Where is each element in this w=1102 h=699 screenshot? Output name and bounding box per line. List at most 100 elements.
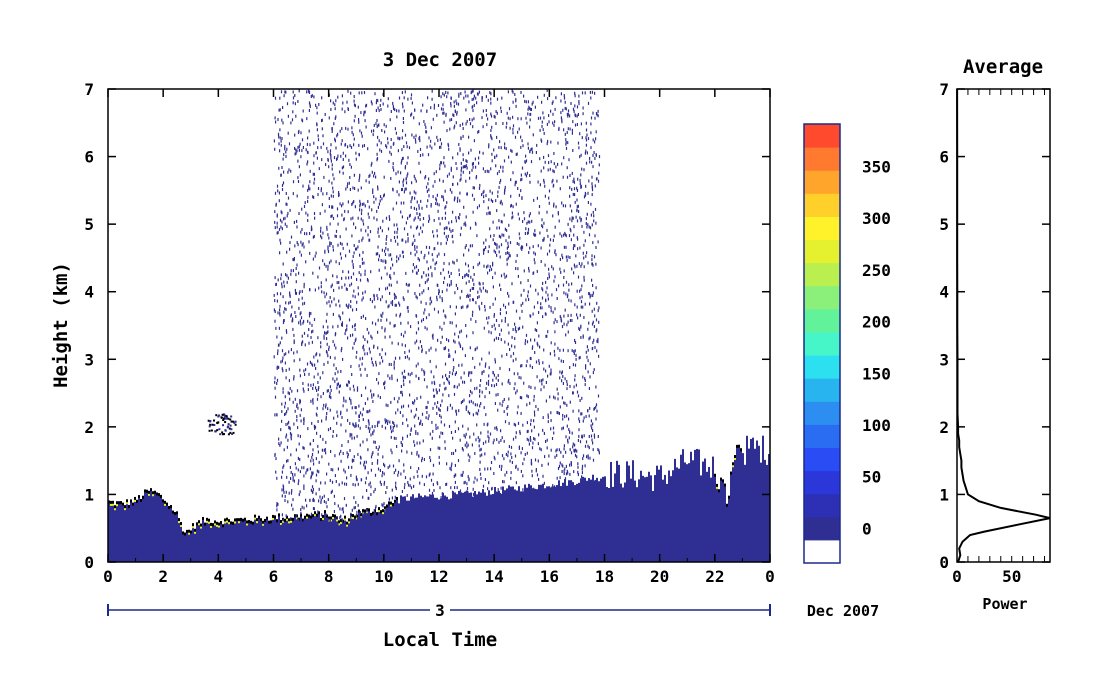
noise-speckle (375, 252, 377, 256)
noise-speckle (328, 165, 330, 169)
noise-speckle (450, 531, 452, 535)
boundary-layer-column (658, 469, 660, 562)
noise-speckle (530, 338, 532, 342)
noise-speckle (365, 386, 367, 390)
noise-speckle (466, 519, 468, 522)
noise-speckle (299, 458, 301, 461)
noise-speckle (538, 311, 540, 314)
noise-speckle (588, 321, 590, 325)
boundary-layer-edge (150, 488, 152, 492)
noise-speckle (468, 371, 470, 375)
boundary-layer-column (486, 495, 488, 562)
noise-speckle (443, 513, 445, 517)
noise-speckle (562, 426, 564, 430)
noise-speckle (362, 222, 365, 226)
noise-speckle (508, 302, 510, 306)
noise-speckle (404, 187, 406, 191)
noise-speckle (323, 494, 325, 498)
noise-speckle (465, 94, 467, 98)
noise-speckle (515, 481, 517, 485)
noise-speckle (533, 271, 535, 275)
boundary-layer-edge (380, 510, 382, 514)
noise-speckle (575, 215, 577, 219)
noise-speckle (515, 99, 517, 103)
noise-speckle (338, 314, 340, 318)
noise-speckle (382, 527, 385, 531)
noise-speckle (561, 463, 563, 467)
boundary-layer-column (650, 475, 652, 562)
noise-speckle (586, 225, 588, 229)
noise-speckle (476, 423, 478, 427)
noise-speckle (289, 241, 291, 245)
noise-speckle (433, 218, 435, 222)
noise-speckle (577, 113, 579, 116)
noise-speckle (395, 411, 397, 415)
noise-speckle (553, 204, 555, 208)
noise-speckle (546, 210, 548, 214)
boundary-layer-column (164, 501, 166, 562)
date-month-label: Dec 2007 (807, 602, 879, 620)
noise-speckle (455, 283, 457, 287)
noise-speckle (577, 462, 579, 466)
noise-speckle (367, 212, 369, 216)
boundary-layer-column (130, 500, 132, 562)
boundary-layer-column (386, 505, 388, 562)
noise-speckle (374, 171, 376, 175)
noise-speckle (525, 364, 527, 368)
boundary-layer-edge (164, 500, 166, 504)
noise-speckle (445, 483, 447, 486)
noise-speckle (534, 252, 536, 256)
noise-speckle (281, 494, 283, 498)
noise-speckle (543, 238, 545, 242)
noise-speckle (327, 518, 329, 522)
noise-speckle (376, 157, 379, 160)
noise-speckle (421, 456, 423, 460)
noise-speckle (296, 389, 299, 393)
noise-speckle (595, 246, 597, 249)
noise-speckle (438, 292, 440, 296)
noise-speckle (574, 200, 576, 204)
noise-speckle (304, 520, 306, 524)
noise-speckle (415, 179, 417, 183)
noise-speckle (458, 505, 460, 509)
noise-speckle (494, 327, 496, 331)
noise-speckle (395, 437, 397, 440)
boundary-layer-edge (722, 479, 724, 483)
noise-speckle (421, 368, 423, 372)
noise-speckle (517, 467, 519, 471)
boundary-layer-edge-highlight (322, 517, 324, 520)
noise-speckle (348, 276, 350, 280)
noise-speckle (386, 486, 388, 489)
noise-speckle (397, 242, 399, 246)
noise-speckle (463, 371, 465, 375)
noise-speckle (377, 459, 379, 463)
noise-speckle (540, 507, 542, 511)
noise-speckle (552, 267, 554, 271)
noise-speckle (430, 513, 432, 516)
boundary-layer-column (138, 496, 140, 562)
noise-speckle (525, 520, 527, 524)
elevated-echo (223, 413, 226, 416)
noise-speckle (454, 384, 456, 388)
noise-speckle (295, 267, 297, 270)
noise-speckle (406, 450, 408, 454)
noise-speckle (418, 232, 420, 236)
noise-speckle (576, 390, 579, 394)
noise-speckle (496, 428, 498, 432)
noise-speckle (501, 233, 503, 237)
noise-speckle (360, 373, 362, 377)
boundary-layer-column (220, 522, 222, 562)
boundary-layer-edge (316, 513, 318, 517)
noise-speckle (336, 377, 338, 381)
noise-speckle (397, 342, 399, 346)
noise-speckle (494, 250, 497, 254)
noise-speckle (322, 392, 324, 395)
noise-speckle (579, 132, 581, 136)
noise-speckle (420, 419, 422, 423)
noise-speckle (330, 143, 332, 147)
boundary-layer-edge (382, 509, 384, 513)
x-tick-label: 8 (324, 567, 334, 586)
boundary-layer-column (522, 491, 524, 562)
boundary-layer-column (146, 490, 148, 562)
noise-speckle (584, 464, 586, 468)
